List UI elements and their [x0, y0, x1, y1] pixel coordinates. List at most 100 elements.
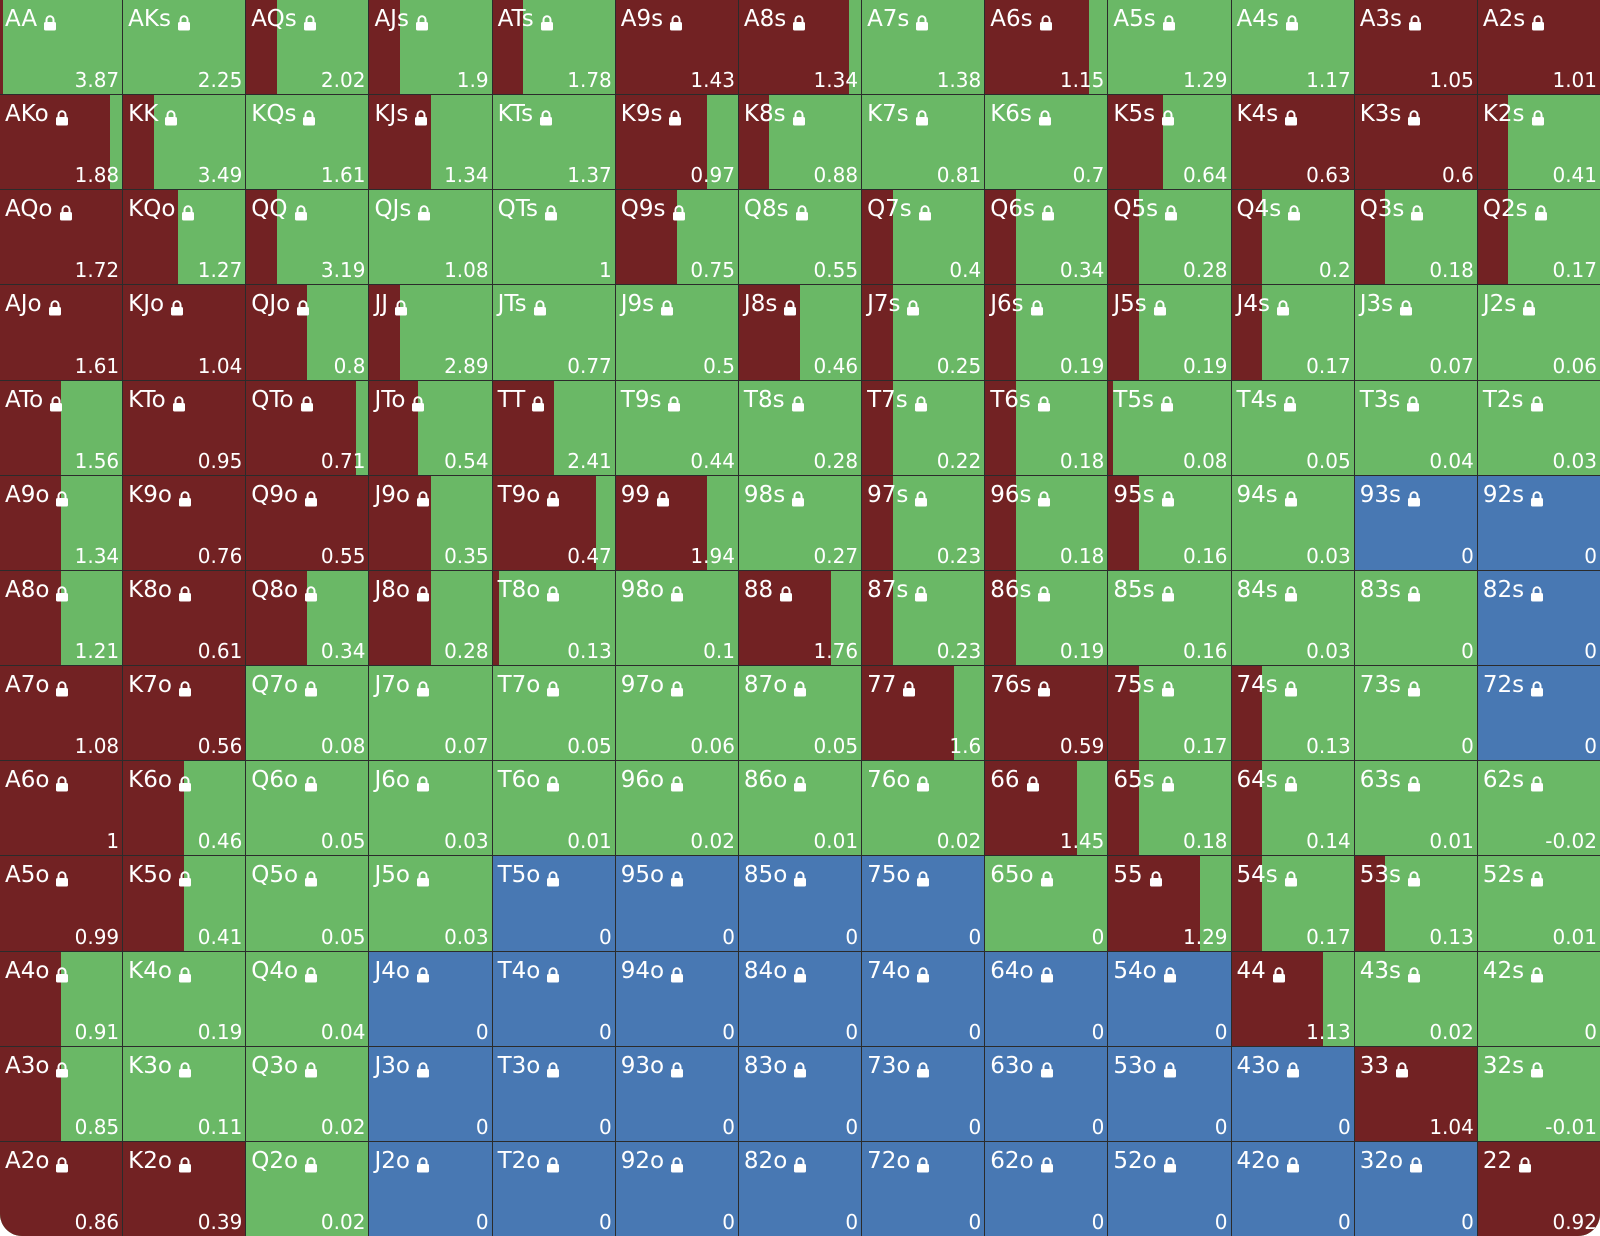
- hand-cell-65o[interactable]: 65o 0: [985, 856, 1108, 951]
- hand-cell-J3o[interactable]: J3o 0: [369, 1046, 492, 1141]
- lock-icon[interactable]: [1287, 199, 1301, 221]
- hand-cell-A2o[interactable]: A2o 0.86: [0, 1141, 123, 1236]
- hand-cell-T8o[interactable]: T8o 0.13: [492, 570, 615, 666]
- lock-icon[interactable]: [178, 1056, 192, 1078]
- hand-cell-T6s[interactable]: T6s 0.18: [985, 380, 1108, 475]
- hand-cell-T2s[interactable]: T2s 0.03: [1477, 380, 1600, 475]
- lock-icon[interactable]: [178, 770, 192, 792]
- lock-icon[interactable]: [1161, 485, 1175, 507]
- hand-cell-64s[interactable]: 64s 0.14: [1231, 761, 1354, 856]
- lock-icon[interactable]: [793, 865, 807, 887]
- hand-cell-J7s[interactable]: J7s 0.25: [862, 285, 985, 380]
- lock-icon[interactable]: [1161, 675, 1175, 697]
- lock-icon[interactable]: [1530, 1056, 1544, 1078]
- lock-icon[interactable]: [914, 390, 928, 412]
- hand-cell-A7o[interactable]: A7o 1.08: [0, 666, 123, 761]
- hand-cell-T2o[interactable]: T2o 0: [492, 1141, 615, 1236]
- lock-icon[interactable]: [1284, 485, 1298, 507]
- lock-icon[interactable]: [1037, 485, 1051, 507]
- lock-icon[interactable]: [416, 1151, 430, 1173]
- hand-cell-A3o[interactable]: A3o 0.85: [0, 1046, 123, 1141]
- hand-cell-K3o[interactable]: K3o 0.11: [123, 1046, 246, 1141]
- lock-icon[interactable]: [916, 1056, 930, 1078]
- hand-cell-J7o[interactable]: J7o 0.07: [369, 666, 492, 761]
- lock-icon[interactable]: [1149, 865, 1163, 887]
- lock-icon[interactable]: [178, 961, 192, 983]
- lock-icon[interactable]: [55, 580, 69, 602]
- hand-cell-ATs[interactable]: ATs 1.78: [492, 0, 615, 95]
- hand-cell-J6o[interactable]: J6o 0.03: [369, 761, 492, 856]
- lock-icon[interactable]: [416, 485, 430, 507]
- hand-cell-JTo[interactable]: JTo 0.54: [369, 380, 492, 475]
- hand-cell-J2o[interactable]: J2o 0: [369, 1141, 492, 1236]
- lock-icon[interactable]: [178, 485, 192, 507]
- lock-icon[interactable]: [1163, 1056, 1177, 1078]
- hand-cell-T7s[interactable]: T7s 0.22: [862, 380, 985, 475]
- hand-cell-J9o[interactable]: J9o 0.35: [369, 475, 492, 570]
- hand-cell-82s[interactable]: 82s 0: [1477, 570, 1600, 666]
- hand-cell-A5s[interactable]: A5s 1.29: [1108, 0, 1231, 95]
- lock-icon[interactable]: [55, 104, 69, 126]
- lock-icon[interactable]: [178, 865, 192, 887]
- hand-cell-99[interactable]: 99 1.94: [615, 475, 738, 570]
- lock-icon[interactable]: [55, 1056, 69, 1078]
- hand-cell-T6o[interactable]: T6o 0.01: [492, 761, 615, 856]
- lock-icon[interactable]: [177, 9, 191, 31]
- lock-icon[interactable]: [164, 104, 178, 126]
- lock-icon[interactable]: [1410, 199, 1424, 221]
- hand-cell-QJs[interactable]: QJs 1.08: [369, 190, 492, 285]
- lock-icon[interactable]: [55, 485, 69, 507]
- lock-icon[interactable]: [669, 9, 683, 31]
- hand-cell-53s[interactable]: 53s 0.13: [1354, 856, 1477, 951]
- hand-cell-42o[interactable]: 42o 0: [1231, 1141, 1354, 1236]
- hand-cell-74s[interactable]: 74s 0.13: [1231, 666, 1354, 761]
- hand-cell-96s[interactable]: 96s 0.18: [985, 475, 1108, 570]
- lock-icon[interactable]: [1040, 865, 1054, 887]
- lock-icon[interactable]: [793, 961, 807, 983]
- hand-cell-AQs[interactable]: AQs 2.02: [246, 0, 369, 95]
- hand-cell-T4o[interactable]: T4o 0: [492, 951, 615, 1046]
- hand-cell-J5s[interactable]: J5s 0.19: [1108, 285, 1231, 380]
- hand-cell-K4o[interactable]: K4o 0.19: [123, 951, 246, 1046]
- lock-icon[interactable]: [791, 485, 805, 507]
- hand-cell-64o[interactable]: 64o 0: [985, 951, 1108, 1046]
- lock-icon[interactable]: [1530, 390, 1544, 412]
- hand-cell-73o[interactable]: 73o 0: [862, 1046, 985, 1141]
- lock-icon[interactable]: [1530, 770, 1544, 792]
- lock-icon[interactable]: [1162, 9, 1176, 31]
- hand-cell-54s[interactable]: 54s 0.17: [1231, 856, 1354, 951]
- lock-icon[interactable]: [670, 675, 684, 697]
- lock-icon[interactable]: [546, 961, 560, 983]
- hand-cell-KQs[interactable]: KQs 1.61: [246, 95, 369, 190]
- lock-icon[interactable]: [1530, 961, 1544, 983]
- lock-icon[interactable]: [416, 865, 430, 887]
- lock-icon[interactable]: [416, 675, 430, 697]
- lock-icon[interactable]: [55, 770, 69, 792]
- lock-icon[interactable]: [660, 294, 674, 316]
- lock-icon[interactable]: [1530, 485, 1544, 507]
- hand-cell-Q6o[interactable]: Q6o 0.05: [246, 761, 369, 856]
- lock-icon[interactable]: [918, 199, 932, 221]
- hand-cell-75s[interactable]: 75s 0.17: [1108, 666, 1231, 761]
- hand-cell-A8o[interactable]: A8o 1.21: [0, 570, 123, 666]
- lock-icon[interactable]: [546, 580, 560, 602]
- hand-cell-QTs[interactable]: QTs 1: [492, 190, 615, 285]
- lock-icon[interactable]: [1283, 390, 1297, 412]
- lock-icon[interactable]: [670, 580, 684, 602]
- lock-icon[interactable]: [1406, 390, 1420, 412]
- lock-icon[interactable]: [672, 199, 686, 221]
- hand-cell-T7o[interactable]: T7o 0.05: [492, 666, 615, 761]
- hand-cell-A7s[interactable]: A7s 1.38: [862, 0, 985, 95]
- lock-icon[interactable]: [304, 770, 318, 792]
- hand-cell-Q8o[interactable]: Q8o 0.34: [246, 570, 369, 666]
- lock-icon[interactable]: [48, 294, 62, 316]
- lock-icon[interactable]: [303, 9, 317, 31]
- lock-icon[interactable]: [1530, 675, 1544, 697]
- hand-cell-AA[interactable]: AA 3.87: [0, 0, 123, 95]
- lock-icon[interactable]: [172, 390, 186, 412]
- hand-cell-J8s[interactable]: J8s 0.46: [738, 285, 862, 380]
- lock-icon[interactable]: [1276, 294, 1290, 316]
- hand-cell-AKo[interactable]: AKo 1.88: [0, 95, 123, 190]
- lock-icon[interactable]: [1407, 485, 1421, 507]
- lock-icon[interactable]: [916, 770, 930, 792]
